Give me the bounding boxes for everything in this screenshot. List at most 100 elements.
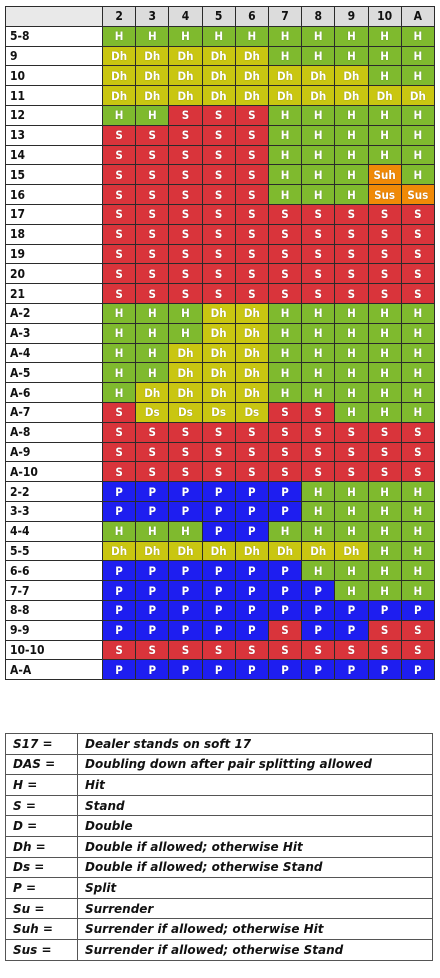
- legend-description: Surrender: [77, 897, 433, 920]
- action-cell: H: [400, 560, 436, 582]
- action-cell: S: [267, 461, 303, 483]
- action-cell: P: [267, 580, 303, 601]
- action-cell: H: [367, 45, 402, 67]
- action-cell: S: [135, 243, 170, 265]
- action-cell: S: [135, 184, 170, 205]
- action-cell: H: [201, 25, 236, 47]
- action-cell: S: [201, 639, 236, 661]
- action-cell: H: [334, 401, 369, 423]
- hand-label: A-7: [5, 401, 103, 423]
- action-cell: H: [367, 540, 402, 562]
- action-cell: S: [101, 184, 137, 205]
- action-cell: Dh: [234, 362, 269, 384]
- action-cell: P: [201, 520, 236, 542]
- action-cell: Dh: [168, 362, 203, 384]
- hand-label: A-4: [5, 342, 103, 364]
- action-cell: S: [301, 639, 336, 661]
- action-cell: H: [334, 560, 369, 582]
- legend-key: P =: [5, 877, 78, 899]
- action-cell: S: [168, 461, 203, 483]
- action-cell: Dh: [135, 382, 170, 403]
- action-cell: S: [168, 104, 203, 126]
- dealer-card-header: A: [400, 6, 436, 27]
- action-cell: H: [400, 401, 436, 423]
- action-cell: S: [168, 124, 203, 146]
- action-cell: H: [367, 560, 402, 582]
- hand-row: A-4 H H Dh Dh Dh H H H H H: [5, 342, 436, 364]
- action-cell: H: [367, 25, 402, 47]
- action-cell: P: [234, 500, 269, 522]
- action-cell: S: [101, 243, 137, 265]
- action-cell: Dh: [135, 65, 170, 87]
- action-cell: S: [400, 243, 436, 265]
- action-cell: H: [301, 164, 336, 186]
- action-cell: P: [334, 599, 369, 621]
- dealer-card-header-row: 2 3 4 5 6 7 8 9 10 A: [5, 6, 436, 27]
- action-cell: Dh: [135, 540, 170, 562]
- hand-label: A-9: [5, 441, 103, 463]
- action-cell: Dh: [301, 85, 336, 106]
- action-cell: H: [301, 124, 336, 146]
- action-cell: H: [400, 65, 436, 87]
- action-cell: S: [168, 203, 203, 225]
- action-cell: S: [367, 283, 402, 304]
- action-cell: H: [301, 481, 336, 502]
- action-cell: H: [301, 382, 336, 403]
- action-cell: S: [168, 164, 203, 186]
- action-cell: S: [301, 263, 336, 285]
- hand-label: 17: [5, 203, 103, 225]
- action-cell: H: [400, 144, 436, 166]
- action-cell: Dh: [168, 342, 203, 364]
- action-cell: P: [101, 560, 137, 582]
- hand-label: 5-8: [5, 25, 103, 47]
- action-cell: H: [101, 104, 137, 126]
- action-cell: H: [135, 302, 170, 324]
- action-cell: P: [234, 481, 269, 502]
- action-cell: P: [168, 599, 203, 621]
- hand-row: 4-4 H H H P P H H H H H: [5, 520, 436, 542]
- action-cell: Dh: [201, 65, 236, 87]
- legend-row: P = Split: [5, 877, 433, 899]
- legend-table: S17 = Dealer stands on soft 17 DAS = Doubli…: [5, 733, 433, 961]
- dealer-card-header: 9: [334, 6, 369, 27]
- action-cell: S: [101, 164, 137, 186]
- action-cell: S: [101, 203, 137, 225]
- action-cell: H: [400, 25, 436, 47]
- action-cell: Dh: [301, 65, 336, 87]
- action-cell: S: [101, 401, 137, 423]
- action-cell: P: [168, 500, 203, 522]
- action-cell: S: [301, 223, 336, 245]
- legend-description: Stand: [77, 794, 433, 817]
- action-cell: P: [135, 619, 170, 641]
- hand-label: 15: [5, 164, 103, 186]
- action-cell: H: [135, 362, 170, 384]
- action-cell: H: [334, 500, 369, 522]
- action-cell: S: [267, 639, 303, 661]
- action-cell: H: [101, 520, 137, 542]
- action-cell: H: [101, 342, 137, 364]
- hand-row: 18 S S S S S S S S S S: [5, 223, 436, 245]
- action-cell: P: [334, 659, 369, 681]
- legend-row: S17 = Dealer stands on soft 17: [5, 733, 433, 755]
- action-cell: S: [301, 461, 336, 483]
- hand-label: 9: [5, 45, 103, 67]
- action-cell: H: [168, 302, 203, 324]
- action-cell: S: [267, 223, 303, 245]
- action-cell: H: [334, 45, 369, 67]
- action-cell: Dh: [234, 45, 269, 67]
- action-cell: H: [400, 580, 436, 601]
- action-cell: H: [135, 520, 170, 542]
- legend-row: D = Double: [5, 815, 433, 837]
- hand-row: 11 Dh Dh Dh Dh Dh Dh Dh Dh Dh Dh: [5, 85, 436, 106]
- action-cell: P: [267, 659, 303, 681]
- action-cell: H: [367, 520, 402, 542]
- hand-row: 9-9 P P P P P S P P S S: [5, 619, 436, 641]
- legend-description: Double: [77, 815, 433, 837]
- action-cell: S: [400, 441, 436, 463]
- action-cell: H: [301, 45, 336, 67]
- action-cell: H: [400, 500, 436, 522]
- hand-label: A-2: [5, 302, 103, 324]
- action-cell: S: [201, 164, 236, 186]
- action-cell: H: [334, 104, 369, 126]
- action-cell: H: [267, 184, 303, 205]
